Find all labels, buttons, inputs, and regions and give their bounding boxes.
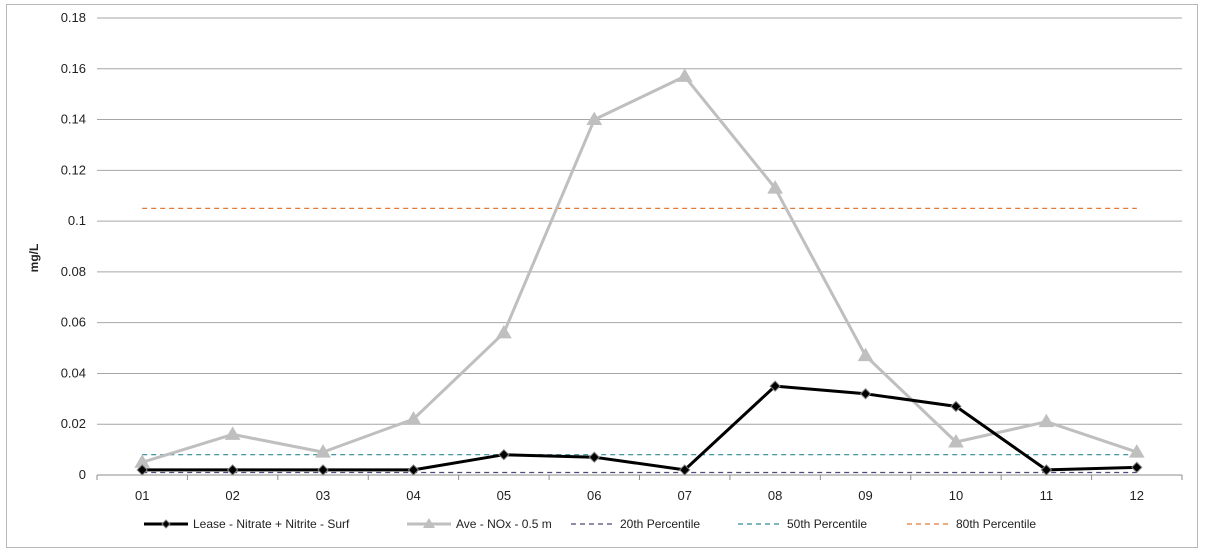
data-point-triangle xyxy=(405,411,422,425)
data-point-triangle xyxy=(1128,444,1145,458)
data-point-triangle xyxy=(857,347,874,362)
y-axis-label: mg/L xyxy=(27,244,41,273)
legend: Lease - Nitrate + Nitrite - Surf Ave - NO… xyxy=(144,517,1036,531)
legend-label: Lease - Nitrate + Nitrite - Surf xyxy=(193,517,350,531)
data-point-diamond xyxy=(950,400,962,413)
data-point-diamond xyxy=(226,464,239,476)
legend-item-3: 50th Percentile xyxy=(738,517,867,531)
y-tick-label: 0.08 xyxy=(61,264,86,279)
data-point-triangle xyxy=(948,434,964,448)
x-tick-label: 08 xyxy=(768,488,782,503)
y-tick-label: 0.12 xyxy=(61,162,86,177)
x-tick-label: 02 xyxy=(225,488,239,503)
data-point-diamond xyxy=(407,464,420,476)
y-tick-label: 0.1 xyxy=(68,213,86,228)
series-line xyxy=(141,74,1138,464)
data-point-diamond xyxy=(769,380,781,392)
x-tick-label: 12 xyxy=(1130,488,1144,503)
x-tick-label: 11 xyxy=(1040,488,1054,503)
x-tick-label: 07 xyxy=(677,488,691,503)
legend-label: 80th Percentile xyxy=(956,517,1036,531)
y-tick-label: 0.06 xyxy=(61,315,86,330)
x-tick-label: 10 xyxy=(949,488,963,503)
data-point-diamond xyxy=(679,464,691,476)
y-tick-label: 0.04 xyxy=(61,365,86,380)
data-point-diamond xyxy=(136,464,148,476)
legend-item-2: 20th Percentile xyxy=(571,517,700,531)
y-tick-label: 0 xyxy=(79,467,86,482)
y-tick-label: 0.18 xyxy=(61,10,86,25)
x-tick-label: 05 xyxy=(497,488,511,503)
data-point-triangle xyxy=(676,68,693,82)
x-tick-label: 03 xyxy=(316,488,330,503)
data-point-triangle xyxy=(224,426,241,440)
data-point-diamond xyxy=(859,388,872,400)
legend-marker-diamond xyxy=(161,519,171,529)
data-point-triangle xyxy=(496,324,512,339)
data-point-diamond xyxy=(498,448,510,461)
legend-item-1: Ave - NOx - 0.5 m xyxy=(407,517,552,531)
x-tick-label: 09 xyxy=(858,488,872,503)
series-line xyxy=(142,384,1137,472)
axis-layer: 0 0.02 0.04 0.06 0.08 0.1 0.12 0.14 0.16 0.18 01 02… xyxy=(61,10,1183,503)
y-tick-label: 0.16 xyxy=(61,61,86,76)
y-tick-label: 0.14 xyxy=(61,112,86,127)
legend-label: 50th Percentile xyxy=(787,517,867,531)
grid-layer xyxy=(97,17,1182,425)
legend-label: Ave - NOx - 0.5 m xyxy=(456,517,552,531)
x-tick-label: 04 xyxy=(406,488,420,503)
legend-marker-triangle xyxy=(423,518,435,528)
series-1 xyxy=(134,68,1145,468)
data-point-triangle xyxy=(1038,413,1055,428)
legend-label: 20th Percentile xyxy=(620,517,700,531)
x-tick-label: 06 xyxy=(587,488,601,503)
legend-item-4: 80th Percentile xyxy=(907,517,1036,531)
data-point-diamond xyxy=(317,464,329,476)
legend-item-0: Lease - Nitrate + Nitrite - Surf xyxy=(144,517,350,531)
series-0 xyxy=(136,380,1143,476)
data-point-triangle xyxy=(767,180,783,194)
data-point-diamond xyxy=(1131,461,1143,474)
y-tick-label: 0.02 xyxy=(61,416,86,431)
data-point-triangle xyxy=(586,111,603,126)
x-tick-label: 01 xyxy=(135,488,149,503)
series-layer xyxy=(134,68,1145,476)
data-point-diamond xyxy=(588,451,600,463)
data-point-triangle xyxy=(315,444,331,458)
data-point-diamond xyxy=(1040,464,1053,476)
